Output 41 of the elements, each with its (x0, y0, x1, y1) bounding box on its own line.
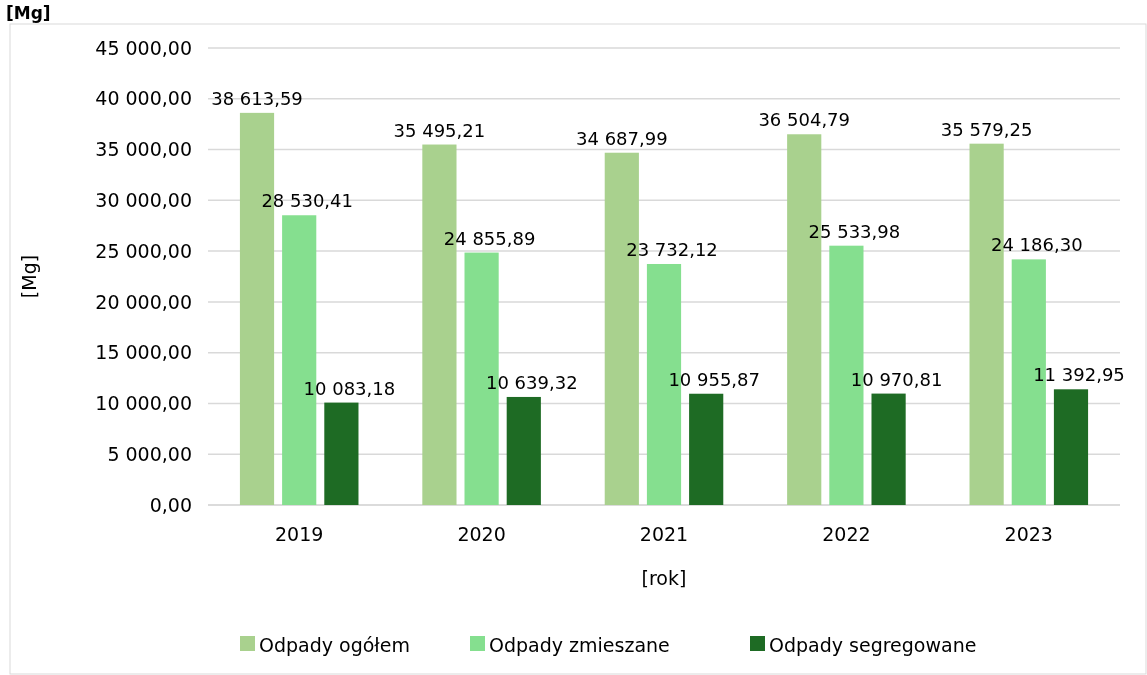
y-tick-label: 45 000,00 (95, 36, 192, 59)
y-tick-label: 40 000,00 (95, 87, 192, 110)
x-tick-label: 2020 (457, 523, 506, 545)
data-label: 10 955,87 (668, 368, 760, 390)
y-tick-label: 30 000,00 (95, 188, 192, 211)
data-label: 24 855,89 (443, 227, 536, 249)
text: [Mg] (6, 3, 51, 23)
data-label: 28 530,41 (261, 190, 353, 212)
x-tick-label: 2019 (275, 523, 324, 545)
data-label: 38 613,59 (211, 87, 303, 109)
data-label: 10 639,32 (485, 371, 578, 393)
y-tick-label: 25 000,00 (95, 239, 192, 262)
data-label: 10 970,81 (850, 368, 943, 390)
x-tick-label: 2022 (822, 523, 871, 545)
data-label: 25 533,98 (808, 220, 901, 242)
legend-label: Odpady zmieszane (489, 633, 670, 656)
data-label: 36 504,79 (758, 109, 851, 131)
data-label: 35 495,21 (393, 119, 486, 141)
legend-label: Odpady ogółem (259, 633, 410, 656)
data-label: 23 732,12 (626, 238, 718, 260)
data-label: 11 392,95 (1033, 364, 1125, 386)
x-tick-label: 2021 (639, 523, 689, 545)
data-label: 10 083,18 (303, 377, 396, 399)
x-tick-label: 2023 (1004, 523, 1053, 545)
y-tick-label: 35 000,00 (95, 138, 192, 161)
y-axis-title: [Mg] (18, 254, 40, 299)
x-axis-title: [rok] (641, 567, 687, 589)
data-label: 35 579,25 (940, 118, 1033, 140)
y-tick-label: 15 000,00 (95, 341, 192, 364)
bar (689, 393, 724, 505)
bar (871, 393, 906, 505)
data-label: 34 687,99 (576, 127, 668, 149)
data-label: 24 186,30 (991, 234, 1083, 256)
bar (506, 396, 541, 505)
y-tick-label: 20 000,00 (95, 290, 192, 313)
bar (1053, 389, 1089, 505)
y-tick-label: 10 000,00 (95, 392, 192, 415)
y-tick-label: 0,00 (149, 493, 192, 516)
legend-label: Odpady segregowane (769, 633, 977, 656)
y-tick-label: 5 000,00 (107, 442, 192, 465)
bar (324, 402, 359, 505)
